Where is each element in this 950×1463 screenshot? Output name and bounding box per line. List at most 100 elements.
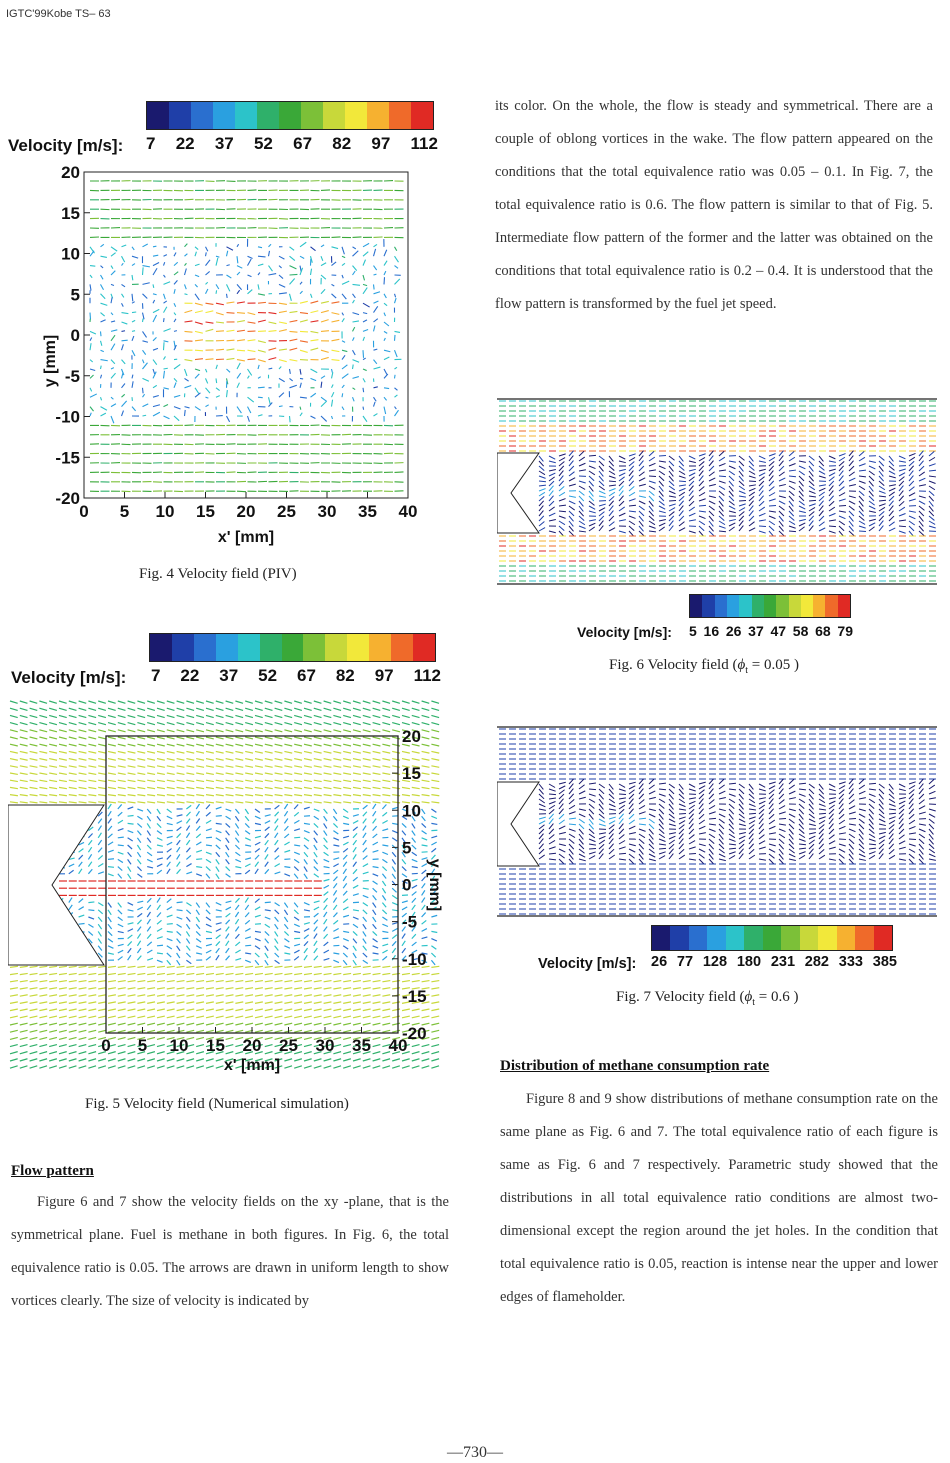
colorbar-swatch <box>237 634 260 661</box>
scale-tick-label: 333 <box>838 954 863 970</box>
scale-tick-label: 52 <box>253 134 273 153</box>
colorbar-swatch <box>726 595 740 617</box>
fig4-ytick-label: 5 <box>71 285 80 304</box>
scale-tick-label: 282 <box>804 954 829 970</box>
colorbar-swatch <box>257 102 279 129</box>
scale-tick-label: 67 <box>293 134 313 153</box>
fig4-velocity-label: Velocity [m/s]: <box>8 136 124 155</box>
scale-tick-label: 82 <box>332 134 352 153</box>
colorbar-swatch <box>213 102 235 129</box>
colorbar-swatch <box>150 634 172 661</box>
fig4-ytick-label: 0 <box>71 326 80 345</box>
colorbar-swatch <box>191 102 213 129</box>
colorbar-swatch <box>707 926 726 950</box>
fig4-ytick-label: -20 <box>55 489 80 508</box>
scale-tick-label: 97 <box>371 134 391 153</box>
fig5-flameholder <box>8 804 105 966</box>
scale-tick-label: 385 <box>872 954 897 970</box>
colorbar-swatch <box>215 634 238 661</box>
fig5-ytick-label: -5 <box>402 913 417 932</box>
fig5-xtick-label: 30 <box>316 1036 335 1055</box>
fig5-plot: 20 15 10 5 0 -5 -10 -15 -20 0 5 10 15 20 25 30 35 40 y [… <box>8 700 443 1074</box>
fig7-velocity-label: Velocity [m/s]: <box>538 956 637 972</box>
colorbar-swatch <box>825 595 838 617</box>
fig4-xtick-label: 15 <box>196 502 215 521</box>
fig4-ytick-label: 15 <box>61 204 80 223</box>
colorbar-swatch <box>836 926 856 950</box>
colorbar-swatch <box>391 634 414 661</box>
fig7-plot <box>497 726 937 917</box>
scale-tick-label: 26 <box>725 623 742 639</box>
scale-tick-label: 58 <box>792 623 809 639</box>
fig4-ytick-label: -10 <box>55 408 80 427</box>
fig7-caption-prefix: Fig. 7 Velocity field ( <box>616 989 745 1005</box>
fig5-ylabel: y [mm] <box>426 859 443 911</box>
scale-tick-label: 37 <box>748 623 764 639</box>
scale-tick-label: 16 <box>703 623 720 639</box>
scale-tick-label: 37 <box>219 666 239 685</box>
fig4-xtick-label: 25 <box>277 502 296 521</box>
fig4-ytick-label: 10 <box>61 245 80 264</box>
scale-tick-label: 7 <box>146 134 156 153</box>
scale-tick-label: 67 <box>296 666 316 685</box>
fig5-ytick-label: 10 <box>402 801 421 820</box>
fig5-xtick-label: 40 <box>389 1036 408 1055</box>
scale-tick-label: 77 <box>676 954 694 970</box>
fig5-ytick-label: -20 <box>402 1024 427 1043</box>
colorbar-swatch <box>744 926 763 950</box>
methane-text: Figure 8 and 9 show distributions of met… <box>500 1091 938 1305</box>
fig4-ytick-label: -5 <box>65 367 80 386</box>
colorbar-swatch <box>235 102 257 129</box>
fig4-colorbar <box>146 101 434 130</box>
fig6-plot <box>497 398 937 585</box>
colorbar-swatch <box>762 926 782 950</box>
colorbar-swatch <box>147 102 169 129</box>
colorbar-swatch <box>367 102 389 129</box>
colorbar-swatch <box>652 926 671 950</box>
fig6-caption: Fig. 6 Velocity field (ϕt = 0.05 ) <box>609 657 799 676</box>
fig6-caption-prefix: Fig. 6 Velocity field ( <box>609 657 738 673</box>
fig7-caption-suffix: = 0.6 ) <box>755 989 799 1005</box>
colorbar-swatch <box>347 634 370 661</box>
scale-tick-label: 22 <box>180 666 200 685</box>
colorbar-swatch <box>193 634 216 661</box>
methane-heading: Distribution of methane consumption rate <box>500 1058 770 1074</box>
colorbar-swatch <box>670 926 689 950</box>
colorbar-swatch <box>325 634 348 661</box>
colorbar-swatch <box>688 926 708 950</box>
fig5-ytick-label: 5 <box>402 838 411 857</box>
fig5-scale-ticks: 7 22 37 52 67 82 97 112 <box>151 666 441 686</box>
fig5-caption: Fig. 5 Velocity field (Numerical simulat… <box>85 1096 349 1112</box>
colorbar-swatch <box>763 595 777 617</box>
colorbar-swatch <box>776 595 789 617</box>
fig7-phi-sub: t <box>752 997 756 1008</box>
fig5-xtick-label: 5 <box>138 1036 147 1055</box>
fig4-xtick-label: 35 <box>358 502 377 521</box>
scale-tick-label: 22 <box>175 134 195 153</box>
scale-tick-label: 47 <box>770 623 787 639</box>
colorbar-swatch <box>279 102 301 129</box>
fig6-scale-ticks: 5 16 26 37 47 58 68 79 <box>689 623 853 639</box>
fig4-xtick-label: 5 <box>120 502 129 521</box>
colorbar-swatch <box>855 926 874 950</box>
fig5-xtick-label: 15 <box>206 1036 225 1055</box>
colorbar-swatch <box>345 102 367 129</box>
scale-tick-label: 128 <box>702 954 728 970</box>
scale-tick-label: 37 <box>214 134 234 153</box>
fig5-xtick-label: 25 <box>279 1036 298 1055</box>
colorbar-swatch <box>281 634 304 661</box>
scale-tick-label: 112 <box>413 666 441 685</box>
flow-pattern-heading: Flow pattern <box>11 1163 94 1179</box>
colorbar-swatch <box>171 634 194 661</box>
fig4-ytick-label: -15 <box>55 448 80 467</box>
fig4-plot-frame <box>83 171 409 499</box>
fig5-xlabel: x' [mm] <box>224 1057 280 1074</box>
fig5-ytick-label: 0 <box>402 876 411 895</box>
scale-tick-label: 180 <box>736 954 762 970</box>
fig6-colorbar <box>689 594 851 618</box>
colorbar-swatch <box>389 102 411 129</box>
fig6-phi-sub: t <box>745 665 749 676</box>
fig5-xtick-label: 0 <box>101 1036 110 1055</box>
colorbar-swatch <box>813 595 826 617</box>
colorbar-swatch <box>714 595 727 617</box>
